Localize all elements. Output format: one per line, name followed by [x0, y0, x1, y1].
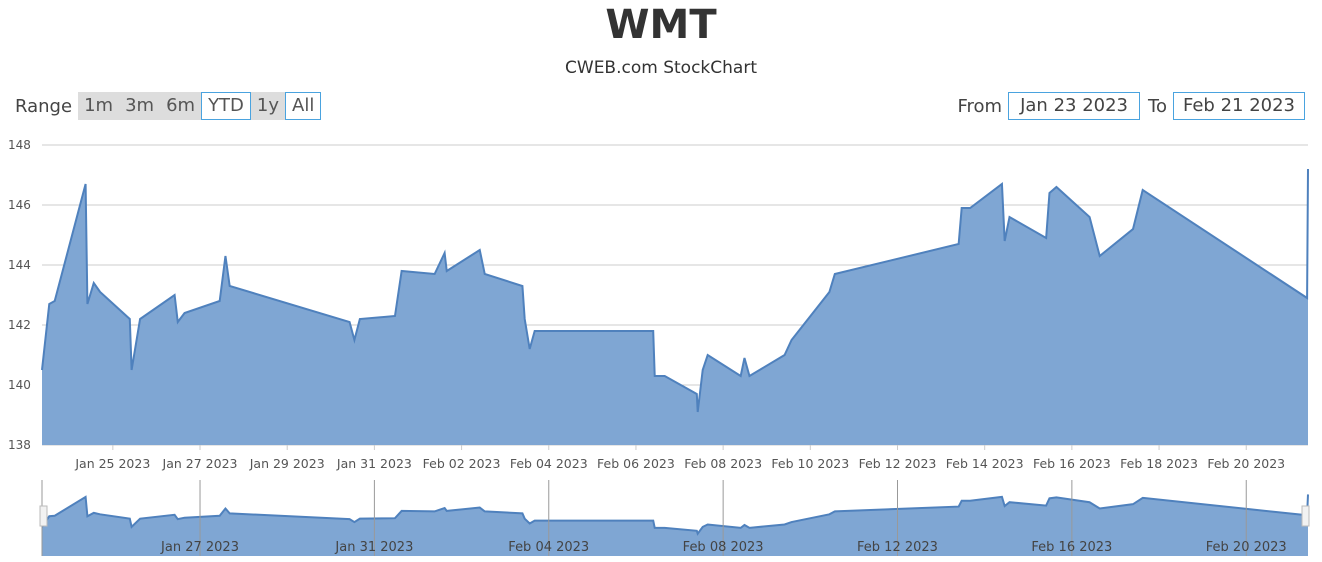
navigator-tick-label: Feb 12 2023: [857, 540, 938, 555]
x-tick-label: Feb 16 2023: [1033, 456, 1111, 471]
to-date-input[interactable]: Feb 21 2023: [1173, 92, 1305, 120]
range-selector: Range 1m 3m 6m YTD 1y All: [15, 92, 322, 120]
navigator-tick-label: Jan 27 2023: [160, 540, 239, 555]
x-tick-label: Feb 14 2023: [946, 456, 1024, 471]
from-date-input[interactable]: Jan 23 2023: [1008, 92, 1141, 120]
x-tick-label: Feb 06 2023: [597, 456, 675, 471]
navigator-tick-label: Feb 16 2023: [1031, 540, 1112, 555]
x-tick-label: Feb 18 2023: [1120, 456, 1198, 471]
navigator-tick-label: Feb 08 2023: [683, 540, 764, 555]
y-tick-label: 148: [8, 138, 31, 152]
y-tick-label: 140: [8, 378, 31, 392]
to-label: To: [1148, 95, 1167, 117]
range-6m-button[interactable]: 6m: [160, 92, 202, 120]
range-1y-button[interactable]: 1y: [250, 92, 286, 120]
price-line: [41, 168, 1309, 413]
y-tick-label: 138: [8, 438, 31, 452]
x-tick-label: Feb 20 2023: [1207, 456, 1285, 471]
range-1m-button[interactable]: 1m: [78, 92, 120, 120]
x-tick-label: Feb 08 2023: [684, 456, 762, 471]
chart-title: WMT: [605, 2, 717, 48]
date-range: From Jan 23 2023 To Feb 21 2023: [957, 92, 1313, 120]
x-tick-label: Jan 29 2023: [249, 456, 325, 471]
y-tick-label: 142: [8, 318, 31, 332]
x-tick-label: Feb 04 2023: [510, 456, 588, 471]
x-tick-label: Jan 25 2023: [74, 456, 150, 471]
x-tick-label: Feb 10 2023: [771, 456, 849, 471]
y-tick-label: 146: [8, 198, 31, 212]
navigator-left-handle[interactable]: [39, 505, 48, 527]
range-ytd-button[interactable]: YTD: [201, 92, 251, 120]
y-tick-label: 144: [8, 258, 31, 272]
from-label: From: [957, 95, 1003, 117]
navigator-tick-label: Feb 04 2023: [508, 540, 589, 555]
navigator-area: [42, 494, 1308, 556]
range-3m-button[interactable]: 3m: [119, 92, 161, 120]
range-label: Range: [15, 95, 73, 117]
chart-subtitle: CWEB.com StockChart: [565, 58, 757, 78]
price-area: [42, 169, 1308, 445]
x-tick-label: Feb 12 2023: [859, 456, 937, 471]
navigator-line: [41, 494, 1309, 536]
range-all-button[interactable]: All: [285, 92, 322, 120]
x-tick-label: Jan 27 2023: [162, 456, 238, 471]
navigator-right-handle[interactable]: [1301, 505, 1310, 527]
navigator-tick-label: Feb 20 2023: [1206, 540, 1287, 555]
navigator-tick-label: Jan 31 2023: [334, 540, 413, 555]
navigator[interactable]: Jan 27 2023 Jan 31 2023 Feb 04 2023 Feb 08 …: [39, 480, 1310, 556]
x-tick-label: Jan 31 2023: [336, 456, 412, 471]
x-tick-label: Feb 02 2023: [423, 456, 501, 471]
